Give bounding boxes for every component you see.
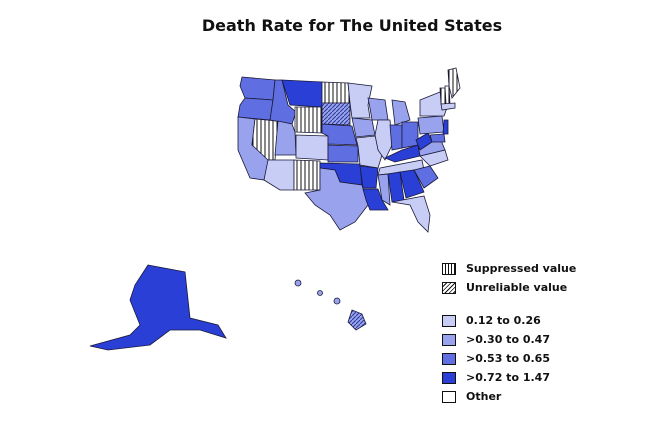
class-3-swatch [442, 352, 456, 365]
state-illinois [374, 119, 393, 161]
state-arizona [263, 159, 295, 191]
legend-item-class-3: >0.53 to 0.65 [442, 349, 576, 368]
state-new-mexico [293, 159, 321, 191]
state-maryland [429, 133, 446, 143]
state-wisconsin [367, 97, 389, 121]
legend-label: >0.30 to 0.47 [466, 333, 550, 346]
state-indiana [389, 124, 403, 151]
legend-item-class-4: >0.72 to 1.47 [442, 368, 576, 387]
state-washington [239, 76, 276, 101]
legend-label: >0.53 to 0.65 [466, 352, 550, 365]
legend-item-class-1: 0.12 to 0.26 [442, 311, 576, 330]
state-minnesota [347, 82, 373, 119]
state-alaska [89, 264, 227, 351]
legend-item-class-2: >0.30 to 0.47 [442, 330, 576, 349]
state-new-jersey [442, 119, 449, 135]
legend-label: Suppressed value [466, 262, 577, 275]
state-south-dakota [321, 102, 351, 126]
state-texas [304, 167, 369, 231]
class-4-swatch [442, 371, 456, 384]
state-florida [391, 195, 431, 233]
state-michigan [391, 99, 411, 126]
state-louisiana [362, 188, 389, 211]
state-montana [281, 79, 323, 108]
state-south-carolina [413, 165, 439, 189]
state-new-hampshire [444, 85, 451, 105]
state-oregon [237, 97, 274, 121]
state-ohio [401, 121, 419, 149]
legend-label: Unreliable value [466, 281, 568, 294]
unreliable-swatch [442, 281, 456, 294]
map-legend: Suppressed value Unreliable value 0.12 t… [442, 259, 576, 406]
legend-item-other: Other [442, 387, 576, 406]
map-title: Death Rate for The United States [201, 16, 503, 35]
state-iowa [351, 117, 376, 138]
state-north-dakota [321, 81, 351, 104]
other-swatch [442, 390, 456, 403]
legend-label: Other [466, 390, 502, 403]
state-pennsylvania [417, 115, 445, 135]
state-maine [447, 67, 461, 99]
suppressed-swatch [442, 262, 456, 275]
class-2-swatch [442, 333, 456, 346]
state-hawaii [347, 309, 367, 331]
legend-item-suppressed: Suppressed value [442, 259, 576, 278]
legend-label: >0.72 to 1.47 [466, 371, 550, 384]
class-1-swatch [442, 314, 456, 327]
state-utah [274, 120, 297, 156]
state-arkansas [359, 165, 379, 189]
state-kansas [327, 144, 359, 163]
state-massachusetts [440, 102, 456, 111]
state-wyoming [294, 106, 323, 134]
legend-label: 0.12 to 0.26 [466, 314, 541, 327]
state-colorado [295, 134, 329, 161]
legend-item-unreliable: Unreliable value [442, 278, 576, 297]
state-georgia [399, 169, 425, 199]
state-nebraska [321, 123, 358, 146]
state-mississippi [377, 173, 391, 206]
